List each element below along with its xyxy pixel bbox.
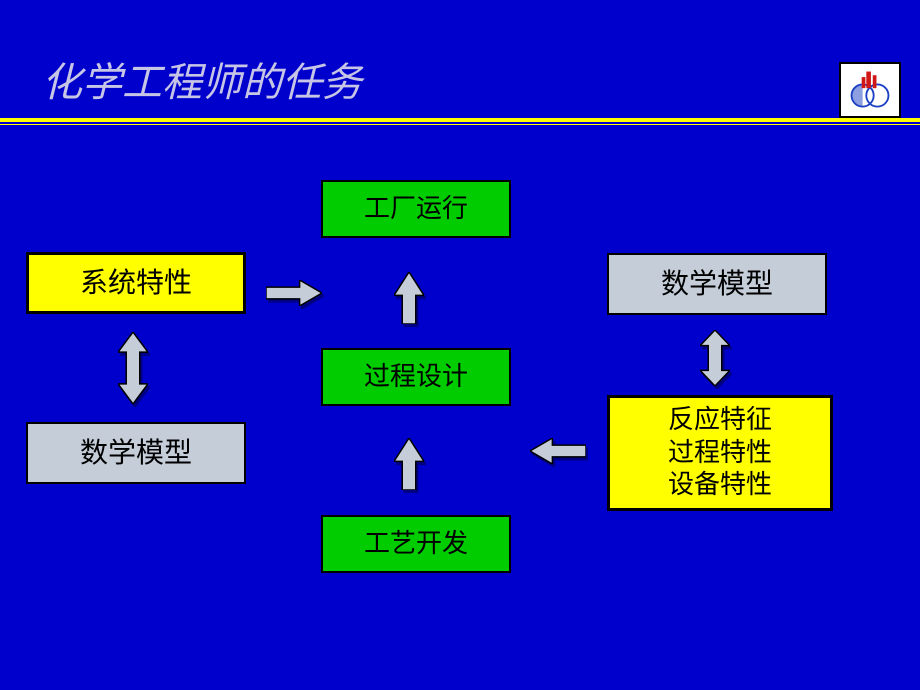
arrow-center-up1 [394,272,424,324]
node-label: 过程设计 [364,361,468,394]
arrow-center-up2 [394,438,424,490]
arrow-sys-right [266,280,322,306]
node-reaction-features: 反应特征 过程特性 设备特性 [607,395,833,511]
logo-icon [839,62,901,118]
node-math-model-right: 数学模型 [607,253,827,315]
node-factory-run: 工厂运行 [321,180,511,238]
slide-title: 化学工程师的任务 [42,50,362,108]
node-process-design: 过程设计 [321,348,511,406]
node-process-dev: 工艺开发 [321,515,511,573]
node-label: 工艺开发 [364,528,468,561]
node-system-property: 系统特性 [26,252,246,314]
node-math-model-left: 数学模型 [26,422,246,484]
node-label: 数学模型 [661,267,773,302]
slide-root: 化学工程师的任务 工厂运行 系统特性 数学模型 过程设计 数学模型 反应特征 过… [0,0,920,690]
node-label: 数学模型 [80,436,192,471]
arrow-react-left [530,438,586,464]
arrow-left-updown [118,332,148,404]
node-label: 工厂运行 [364,193,468,226]
node-label: 系统特性 [80,266,192,301]
node-label: 反应特征 过程特性 设备特性 [668,404,772,502]
arrow-right-updown [700,330,730,386]
title-underline [0,118,920,125]
